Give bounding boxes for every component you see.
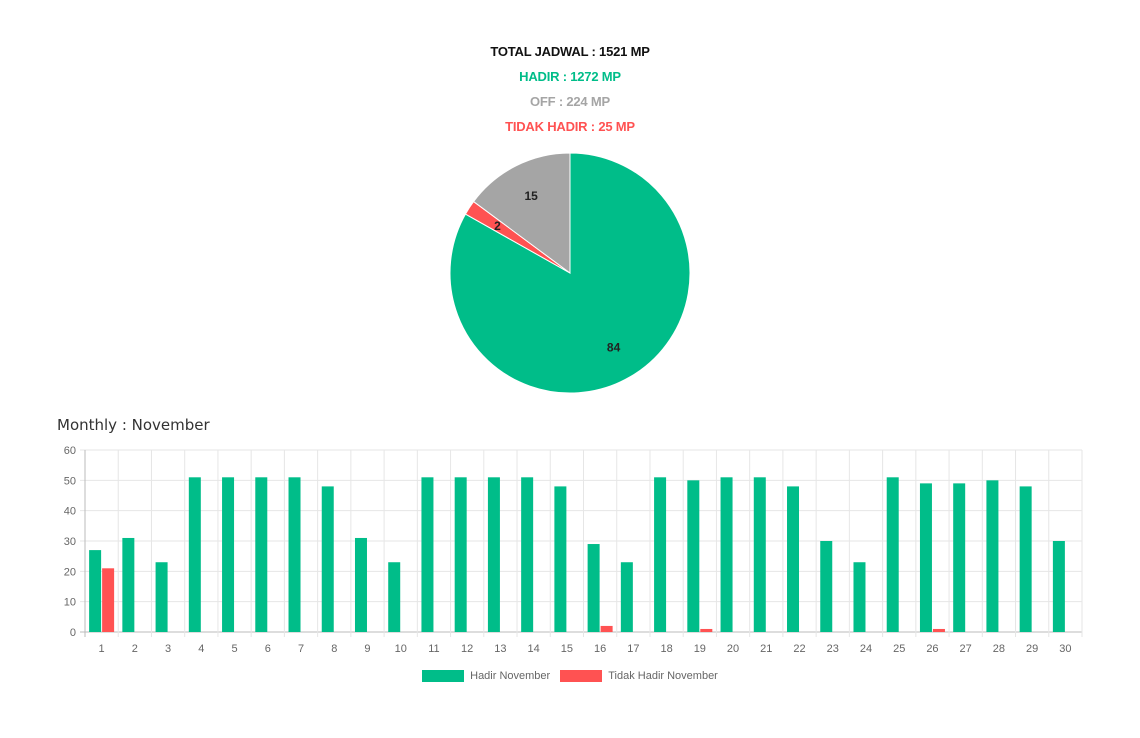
bar-tidak-hadir[interactable]: [932, 628, 945, 632]
x-tick-label: 24: [860, 643, 872, 655]
x-tick-label: 8: [331, 643, 337, 655]
x-tick-label: 5: [231, 643, 237, 655]
x-tick-label: 1: [99, 643, 105, 655]
total-jadwal-label: TOTAL JADWAL : 1521 MP: [490, 44, 650, 59]
off-label: OFF : 224 MP: [530, 94, 610, 109]
bar-hadir[interactable]: [354, 537, 367, 632]
x-tick-label: 26: [926, 643, 938, 655]
y-tick-label: 30: [64, 536, 76, 548]
x-tick-label: 30: [1059, 643, 1071, 655]
bar-hadir[interactable]: [388, 562, 401, 632]
bar-hadir[interactable]: [654, 477, 667, 632]
x-tick-label: 2: [132, 643, 138, 655]
x-tick-label: 21: [760, 643, 772, 655]
y-tick-label: 0: [70, 627, 76, 639]
x-tick-label: 14: [528, 643, 540, 655]
x-tick-label: 6: [265, 643, 271, 655]
pie-slice-0[interactable]: [449, 152, 691, 394]
bar-hadir[interactable]: [454, 477, 467, 632]
x-tick-label: 20: [727, 643, 739, 655]
bar-hadir[interactable]: [820, 541, 833, 632]
x-tick-label: 12: [461, 643, 473, 655]
bar-hadir[interactable]: [554, 486, 567, 632]
y-tick-label: 10: [64, 597, 76, 609]
x-tick-label: 9: [364, 643, 370, 655]
y-tick-label: 60: [64, 445, 76, 457]
x-tick-label: 25: [893, 643, 905, 655]
bar-hadir[interactable]: [155, 562, 168, 632]
x-tick-label: 27: [960, 643, 972, 655]
legend-swatch-tidak-hadir: [560, 670, 603, 682]
bar-hadir[interactable]: [620, 562, 633, 632]
pie-slice-label-2: 15: [524, 189, 538, 203]
legend-label-tidak-hadir: Tidak Hadir November: [608, 670, 718, 682]
x-tick-label: 7: [298, 643, 304, 655]
bar-hadir[interactable]: [587, 544, 600, 632]
x-tick-label: 11: [428, 643, 439, 655]
bar-hadir[interactable]: [687, 480, 700, 632]
x-tick-label: 4: [198, 643, 204, 655]
bar-hadir[interactable]: [853, 562, 866, 632]
x-tick-label: 16: [594, 643, 606, 655]
legend-swatch-hadir: [422, 670, 465, 682]
legend-item-hadir[interactable]: Hadir November: [422, 670, 550, 682]
bar-tidak-hadir[interactable]: [600, 625, 613, 632]
bar-hadir[interactable]: [886, 477, 899, 632]
bar-hadir[interactable]: [89, 550, 102, 632]
bar-hadir[interactable]: [919, 483, 932, 632]
pie-slice-label-1: 2: [494, 219, 501, 233]
x-tick-label: 28: [993, 643, 1005, 655]
bar-hadir[interactable]: [986, 480, 999, 632]
pie-slice-2[interactable]: [472, 152, 571, 274]
bar-hadir[interactable]: [720, 477, 733, 632]
y-tick-label: 40: [64, 506, 76, 518]
x-tick-label: 3: [165, 643, 171, 655]
bar-tidak-hadir[interactable]: [700, 628, 713, 632]
x-tick-label: 22: [793, 643, 805, 655]
x-tick-label: 23: [827, 643, 839, 655]
legend-item-tidak-hadir[interactable]: Tidak Hadir November: [560, 670, 718, 682]
monthly-chart-title: Monthly : November: [57, 416, 210, 434]
bar-hadir[interactable]: [421, 477, 434, 632]
pie-slice-label-0: 84: [607, 341, 621, 355]
bar-hadir[interactable]: [288, 477, 301, 632]
x-tick-label: 13: [494, 643, 506, 655]
x-tick-label: 15: [561, 643, 573, 655]
bar-hadir[interactable]: [753, 477, 766, 632]
tidak-hadir-label: TIDAK HADIR : 25 MP: [505, 119, 635, 134]
legend-label-hadir: Hadir November: [470, 670, 551, 682]
bar-hadir[interactable]: [487, 477, 500, 632]
x-tick-label: 18: [660, 643, 672, 655]
bar-hadir[interactable]: [787, 486, 800, 632]
bar-tidak-hadir[interactable]: [102, 568, 115, 632]
y-tick-label: 20: [64, 566, 76, 578]
bar-hadir[interactable]: [222, 477, 235, 632]
x-tick-label: 19: [694, 643, 706, 655]
bar-hadir[interactable]: [1019, 486, 1032, 632]
bar-hadir[interactable]: [122, 537, 135, 632]
bar-hadir[interactable]: [1052, 541, 1065, 632]
x-tick-label: 17: [627, 643, 639, 655]
bar-hadir[interactable]: [521, 477, 534, 632]
bar-hadir[interactable]: [953, 483, 966, 632]
hadir-label: HADIR : 1272 MP: [519, 69, 621, 84]
y-tick-label: 50: [64, 475, 76, 487]
bar-hadir[interactable]: [321, 486, 334, 632]
attendance-pie-chart[interactable]: 84 2 15: [440, 145, 700, 405]
summary-block: TOTAL JADWAL : 1521 MP HADIR : 1272 MP O…: [0, 42, 1140, 142]
x-tick-label: 10: [395, 643, 407, 655]
bar-hadir[interactable]: [188, 477, 201, 632]
bar-chart-legend: Hadir November Tidak Hadir November: [0, 670, 1140, 682]
bar-hadir[interactable]: [255, 477, 268, 632]
x-tick-label: 29: [1026, 643, 1038, 655]
